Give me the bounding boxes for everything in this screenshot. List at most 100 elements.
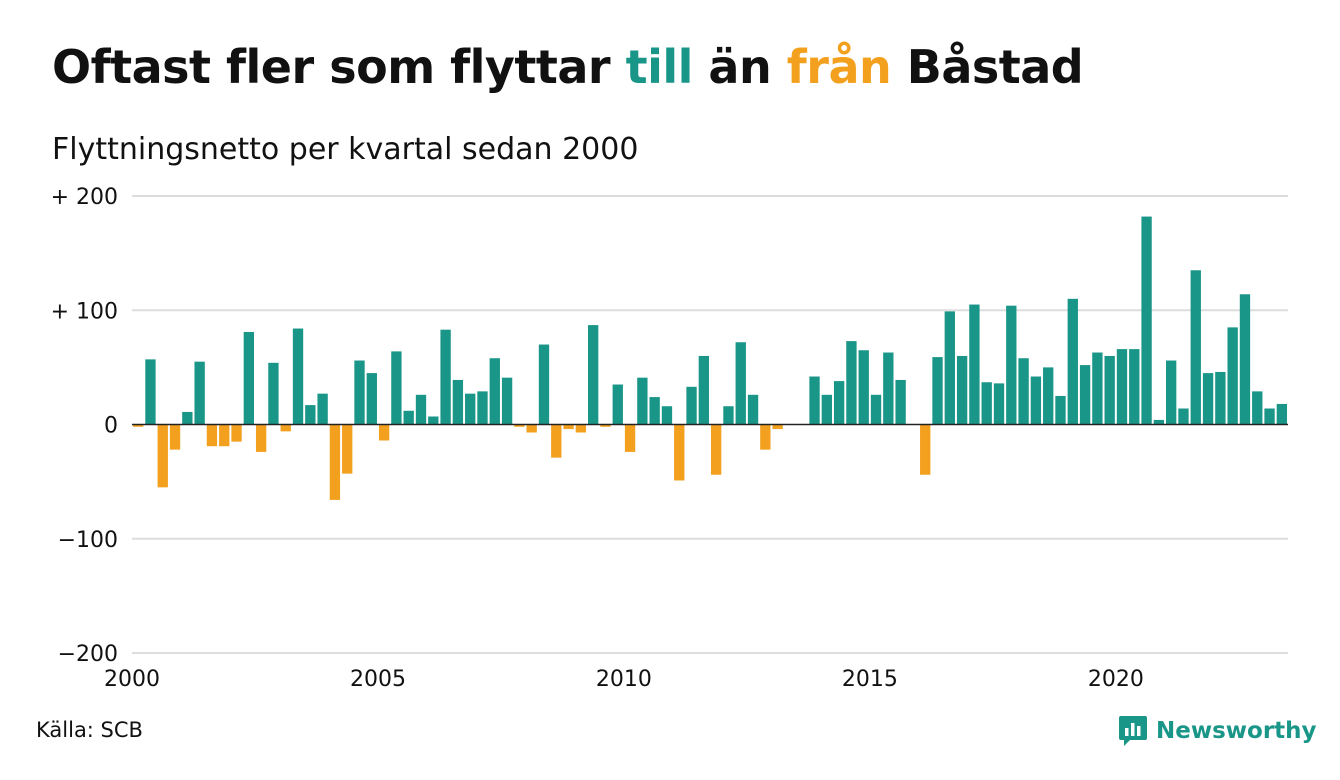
bar [145,359,156,425]
bar [1104,355,1115,425]
bar [747,394,759,425]
title-part1: Oftast fler som flyttar [52,40,626,94]
bar [735,342,746,425]
title-till: till [625,40,694,94]
bar [821,394,832,425]
bar [1227,327,1238,425]
bar [1202,373,1214,425]
bar [132,424,144,427]
bar [489,358,500,425]
bar [403,410,414,425]
bar [674,424,685,481]
bar [600,424,611,427]
chart-title: Oftast fler som flyttar till än från Bås… [52,40,1084,94]
bar [969,304,980,425]
bar [981,382,992,425]
bar [1276,403,1288,425]
bar [883,352,894,425]
bar [1092,352,1103,425]
bar [526,424,537,433]
bar [1129,349,1140,425]
bar [833,381,845,425]
bar [292,328,304,425]
x-tick-label: 2010 [596,667,652,692]
y-tick-label: + 200 [51,185,118,210]
bar [194,361,205,425]
title-fran: från [786,40,892,94]
bar [1018,358,1029,425]
bar [1190,270,1201,425]
x-tick-label: 2015 [842,667,898,692]
bar [243,331,254,425]
chart-subtitle: Flyttningsnetto per kvartal sedan 2000 [52,132,639,167]
bar [280,424,291,432]
bar [846,341,857,425]
bar [698,355,710,425]
newsworthy-logo: Newsworthy [1118,714,1317,748]
bar [588,325,599,425]
y-tick-label: + 100 [51,299,118,324]
bar [637,377,648,425]
bar [1153,419,1165,425]
bar [772,424,783,430]
bar [661,406,673,425]
bar [231,424,242,442]
bar [1239,294,1251,425]
title-part2: än [692,40,787,94]
bar [501,377,513,425]
bar [354,360,365,425]
bar [169,424,181,450]
bar [538,344,550,425]
bar [723,406,734,425]
bar [760,424,771,450]
bar [219,424,230,447]
bar [1043,367,1054,425]
bar [575,424,587,433]
bar [342,424,353,474]
logo-text: Newsworthy [1156,718,1317,744]
bar [1178,408,1189,425]
title-part3: Båstad [891,40,1084,94]
bar [1264,408,1275,425]
bar [514,424,525,427]
y-tick-label: −100 [58,528,118,553]
bar [649,397,660,425]
x-tick-label: 2005 [350,667,406,692]
bar [378,424,390,441]
bar [366,373,377,425]
y-tick-label: 0 [104,414,118,439]
bar [944,311,955,425]
bar [1116,349,1128,425]
bar [1030,376,1042,425]
bar [563,424,574,430]
bar [1055,395,1066,425]
bar [920,424,931,475]
y-tick-labels: + 200 + 100 0 −100 −200 [51,185,118,667]
bar [1166,360,1177,425]
bar [993,383,1005,425]
bar [317,393,328,425]
bar [858,350,869,425]
bar [268,362,279,425]
bar [1067,298,1078,425]
bars [132,216,1288,500]
bar [440,329,451,425]
bar [686,386,697,425]
bar [624,424,636,452]
bar [477,391,488,425]
bar [305,405,316,425]
y-tick-label: −200 [58,642,118,667]
bar [1252,391,1263,425]
source-label: Källa: SCB [36,718,143,742]
bar [206,424,218,447]
x-tick-labels: 2000 2005 2010 2015 2020 [104,667,1144,692]
bar [551,424,562,458]
bar [710,424,722,475]
bar [1215,371,1226,425]
bar [157,424,168,488]
bar [415,394,427,425]
x-tick-label: 2020 [1088,667,1144,692]
x-tick-label: 2000 [104,667,160,692]
bar [391,351,402,425]
